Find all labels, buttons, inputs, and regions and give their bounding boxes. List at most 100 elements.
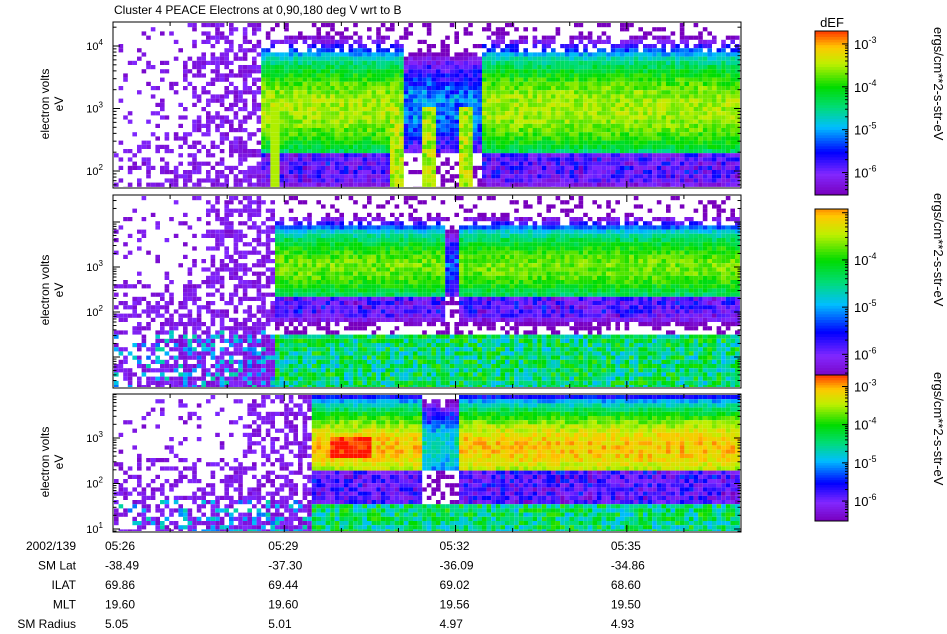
spectrogram-cell: [325, 178, 331, 183]
spectrogram-cell: [666, 39, 671, 44]
spectrogram-cell: [192, 364, 197, 369]
spectrogram-cell: [716, 65, 722, 70]
spectrogram-cell: [454, 107, 459, 112]
spectrogram-cell: [459, 73, 464, 78]
spectrogram-cell: [118, 317, 124, 322]
spectrogram-cell: [652, 115, 657, 120]
spectrogram-cell: [509, 157, 515, 162]
spectrogram-cell: [127, 284, 133, 289]
spectrogram-cell: [215, 123, 220, 128]
spectrogram-cell: [551, 69, 556, 74]
spectrogram-cell: [334, 149, 340, 154]
spectrogram-cell: [495, 69, 501, 74]
spectrogram-cell: [206, 351, 211, 356]
spectrogram-cell: [702, 149, 708, 154]
spectrogram-cell: [463, 52, 469, 57]
spectrogram-cell: [210, 292, 216, 297]
spectrogram-cell: [399, 56, 404, 61]
spectrogram-cell: [721, 52, 726, 57]
spectrogram-cell: [132, 165, 137, 170]
spectrogram-cell: [261, 94, 266, 99]
spectrogram-cell: [555, 65, 561, 70]
spectrogram-cell: [679, 123, 685, 128]
spectrogram-cell: [311, 69, 317, 74]
spectrogram-cell: [610, 170, 616, 175]
spectrogram-cell: [242, 178, 248, 183]
spectrogram-cell: [578, 90, 584, 95]
spectrogram-cell: [293, 60, 298, 65]
spectrogram-cell: [385, 144, 390, 149]
spectrogram-cell: [449, 174, 455, 179]
spectrogram-cell: [394, 86, 400, 91]
spectrogram-cell: [541, 157, 547, 162]
spectrogram-cell: [606, 115, 611, 120]
spectrogram-cell: [574, 149, 579, 154]
spectrogram-cell: [735, 81, 740, 86]
spectrogram-cell: [192, 60, 197, 65]
spectrogram-cell: [339, 107, 344, 112]
spectrogram-cell: [716, 153, 722, 158]
spectrogram-cell: [643, 35, 648, 40]
spectrogram-cell: [183, 355, 188, 360]
spectrogram-cell: [325, 52, 331, 57]
spectrogram-cell: [735, 48, 740, 53]
spectrogram-cell: [422, 119, 427, 124]
spectrogram-cell: [436, 81, 441, 86]
spectrogram-cell: [679, 94, 685, 99]
spectrogram-cell: [215, 39, 220, 44]
spectrogram-cell: [256, 77, 262, 82]
spectrogram-cell: [403, 81, 409, 86]
spectrogram-cell: [721, 170, 726, 175]
spectrogram-cell: [528, 73, 533, 78]
spectrogram-cell: [316, 123, 321, 128]
spectrogram-cell: [564, 165, 570, 170]
spectrogram-cell: [707, 39, 712, 44]
spectrogram-cell: [146, 376, 151, 381]
spectrogram-cell: [155, 347, 160, 352]
spectrogram-cell: [146, 385, 151, 387]
spectrogram-cell: [173, 338, 179, 343]
spectrogram-cell: [399, 144, 404, 149]
spectrogram-cell: [702, 132, 708, 137]
spectrogram-cell: [564, 98, 570, 103]
spectrogram-cell: [344, 90, 349, 95]
spectrogram-cell: [679, 182, 685, 187]
spectrogram-cell: [279, 128, 285, 133]
spectrogram-cell: [610, 94, 616, 99]
spectrogram-cell: [477, 60, 482, 65]
spectrogram-cell: [118, 351, 124, 356]
spectrogram-cell: [454, 86, 459, 91]
spectrogram-cell: [574, 111, 579, 116]
spectrogram-cell: [229, 153, 234, 158]
spectrogram-cell: [344, 119, 349, 124]
spectrogram-cell: [555, 94, 561, 99]
spectrogram-cell: [546, 165, 551, 170]
spectrogram-cell: [449, 77, 455, 82]
spectrogram-cell: [201, 39, 206, 44]
spectrogram-cell: [679, 153, 685, 158]
spectrogram-cell: [127, 351, 133, 356]
spectrogram-cell: [684, 115, 689, 120]
spectrogram-cell: [137, 178, 142, 183]
spectrogram-cell: [592, 56, 597, 61]
spectrogram-cell: [505, 60, 510, 65]
spectrogram-cell: [137, 343, 142, 348]
spectrogram-cell: [155, 301, 160, 306]
spectrogram-cell: [601, 140, 607, 145]
spectrogram-cell: [560, 102, 565, 107]
spectrogram-cell: [725, 52, 731, 57]
spectrogram-cell: [206, 334, 211, 339]
spectrogram-cell: [229, 225, 234, 230]
spectrogram-cell: [371, 132, 377, 137]
spectrogram-cell: [528, 98, 533, 103]
spectrogram-cell: [261, 69, 266, 74]
spectrogram-cell: [638, 174, 643, 179]
spectrogram-cell: [201, 380, 206, 385]
spectrogram-cell: [486, 182, 492, 187]
spectrogram-cell: [440, 182, 446, 187]
spectrogram-cell: [270, 98, 275, 103]
spectrogram-cell: [288, 144, 294, 149]
spectrogram-cell: [183, 284, 188, 289]
spectrogram-cell: [311, 170, 317, 175]
spectrogram-cell: [261, 259, 266, 264]
